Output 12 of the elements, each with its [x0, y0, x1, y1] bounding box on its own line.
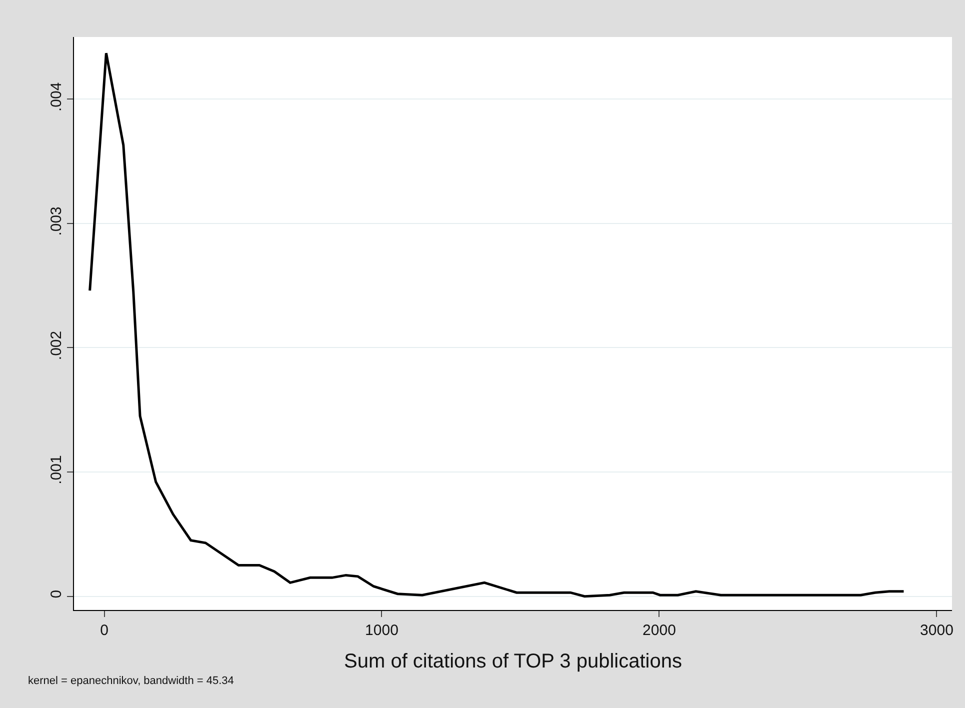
- y-tick-label: .004: [48, 82, 65, 112]
- y-tick-label: .003: [48, 206, 65, 236]
- x-tick-label: 2000: [642, 622, 676, 639]
- x-tick-label: 3000: [920, 622, 954, 639]
- y-tick-label: .002: [48, 330, 65, 360]
- line-series: [88, 52, 905, 598]
- text: kernel = epanechnikov, bandwidth = 45.34: [28, 675, 234, 687]
- y-tick-label: .001: [48, 455, 65, 484]
- x-tick-label: 0: [100, 622, 108, 639]
- y-tick-label: 0: [48, 590, 65, 598]
- x-tick-label: 1000: [365, 622, 398, 639]
- x-axis-title: Sum of citations of TOP 3 publications: [344, 650, 682, 672]
